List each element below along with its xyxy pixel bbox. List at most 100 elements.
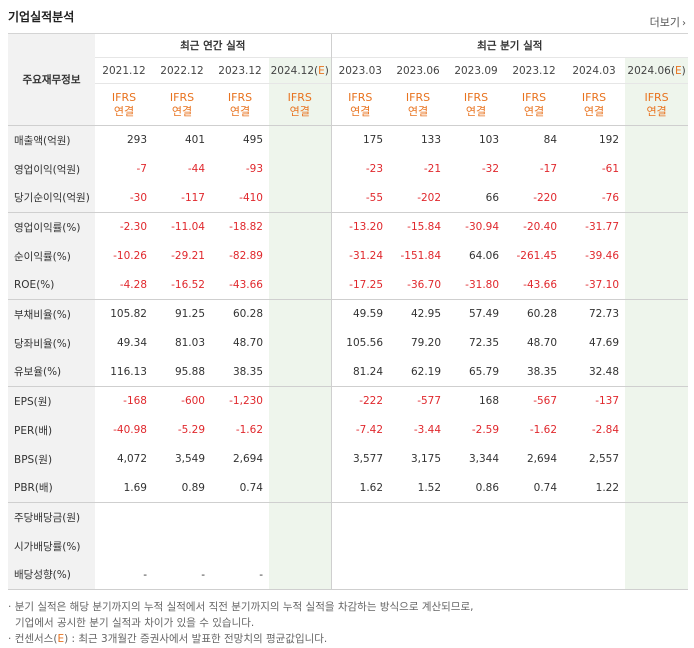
value-cell: 0.74 bbox=[239, 481, 263, 494]
row-label: 부채비율(%) bbox=[8, 299, 95, 329]
section-title: 기업실적분석 bbox=[8, 10, 75, 24]
value-cell bbox=[505, 560, 564, 590]
ifrs-header: IFRS 연결 bbox=[505, 83, 564, 126]
value-cell: -36.70 bbox=[407, 278, 442, 291]
value-cell: -168 bbox=[95, 386, 153, 416]
value-cell: -13.20 bbox=[330, 212, 390, 242]
value-cell: -1.62 bbox=[529, 424, 558, 436]
value-cell: -261.45 bbox=[516, 250, 558, 262]
value-cell: 116.13 bbox=[110, 365, 147, 378]
value-cell: 495 bbox=[242, 134, 263, 147]
value-cell bbox=[330, 502, 390, 532]
footnotes: · 분기 실적은 해당 분기까지의 누적 실적에서 직전 분기까지의 누적 실적… bbox=[8, 599, 473, 647]
value-cell bbox=[153, 532, 211, 561]
value-cell bbox=[330, 531, 390, 561]
value-cell: 38.35 bbox=[232, 365, 263, 378]
value-cell: 1.52 bbox=[417, 481, 442, 494]
value-cell bbox=[389, 502, 448, 532]
table-row: 시가배당률(%) bbox=[8, 531, 689, 561]
table-row: 영업이익률(%) -2.30 -11.04 -18.82 -13.20 -15.84 -30… bbox=[8, 212, 689, 242]
value-cell: 42.95 bbox=[389, 299, 448, 329]
value-cell: -7 bbox=[136, 163, 147, 175]
value-cell: 48.70 bbox=[232, 337, 263, 349]
value-cell bbox=[625, 444, 689, 474]
value-cell: 105.56 bbox=[330, 328, 390, 358]
row-label: 배당성향(%) bbox=[8, 560, 95, 590]
row-label: BPS(원) bbox=[8, 444, 95, 474]
value-cell: -600 bbox=[153, 386, 211, 416]
value-cell: -31.24 bbox=[330, 241, 390, 271]
value-cell bbox=[269, 125, 332, 155]
ifrs-header: IFRS 연결 bbox=[211, 83, 269, 126]
value-cell: -1.62 bbox=[235, 424, 263, 436]
value-cell: -7.42 bbox=[330, 415, 390, 445]
value-cell bbox=[269, 299, 332, 329]
value-cell: -17.25 bbox=[330, 270, 390, 300]
value-cell bbox=[625, 212, 689, 242]
period-header: 2021.12 bbox=[95, 57, 153, 84]
value-cell: 72.35 bbox=[468, 337, 500, 349]
value-cell: - bbox=[95, 560, 153, 590]
table-row: 당좌비율(%) 49.34 81.03 48.70 105.56 79.20 72.35 48… bbox=[8, 328, 689, 358]
value-cell: 72.73 bbox=[563, 299, 626, 329]
value-cell bbox=[625, 415, 689, 445]
annual-group-header: 최근 연간 실적 bbox=[95, 33, 332, 58]
more-link[interactable]: 더보기 › bbox=[650, 14, 686, 30]
value-cell: -410 bbox=[239, 191, 263, 204]
footnote-1-cont: 기업에서 공시한 분기 실적과 차이가 있을 수 있습니다. bbox=[15, 617, 255, 629]
value-cell: 66 bbox=[485, 191, 500, 204]
footnote-1: · 분기 실적은 해당 분기까지의 누적 실적에서 직전 분기까지의 누적 실적… bbox=[8, 601, 474, 613]
value-cell bbox=[447, 532, 505, 561]
value-cell bbox=[625, 328, 689, 358]
period-header: 2024.06(E) bbox=[625, 57, 689, 84]
value-cell bbox=[269, 183, 332, 213]
value-cell: -21 bbox=[423, 163, 442, 175]
table-row: ROE(%) -4.28 -16.52 -43.66 -17.25 -36.70 -31.8… bbox=[8, 270, 689, 300]
value-cell: 64.06 bbox=[468, 250, 500, 262]
value-cell: -39.46 bbox=[585, 250, 620, 262]
value-cell bbox=[563, 532, 625, 561]
value-cell: 175 bbox=[330, 125, 390, 155]
value-cell bbox=[563, 502, 626, 532]
value-cell: -93 bbox=[245, 163, 263, 175]
row-label: EPS(원) bbox=[8, 386, 95, 416]
value-cell: 48.70 bbox=[526, 337, 558, 349]
value-cell: -3.44 bbox=[413, 424, 442, 436]
footnote-2: · 컨센서스(E) : 최근 3개월간 증권사에서 발표한 전망치의 평균값입니… bbox=[8, 633, 328, 645]
value-cell bbox=[95, 532, 153, 561]
period-header: 2023.12 bbox=[505, 57, 564, 84]
period-header: 2023.06 bbox=[389, 57, 448, 84]
table-row: 배당성향(%) - - - bbox=[8, 560, 689, 590]
table-row: 주당배당금(원) bbox=[8, 502, 689, 532]
value-cell: 0.74 bbox=[533, 481, 558, 494]
value-cell bbox=[153, 502, 211, 532]
table-row: PER(배) -40.98 -5.29 -1.62 -7.42 -3.44 -2.59 -1.… bbox=[8, 415, 689, 445]
value-cell bbox=[447, 560, 506, 590]
value-cell: 60.28 bbox=[211, 299, 269, 329]
value-cell: -31.80 bbox=[465, 278, 500, 291]
value-cell: 0.89 bbox=[181, 481, 205, 494]
value-cell: -4.28 bbox=[119, 278, 147, 291]
value-cell: -220 bbox=[533, 191, 558, 204]
value-cell bbox=[95, 502, 153, 532]
value-cell: - bbox=[153, 560, 211, 590]
value-cell: 168 bbox=[447, 386, 506, 416]
value-cell: 65.79 bbox=[468, 365, 500, 378]
row-label: 주당배당금(원) bbox=[8, 502, 95, 532]
value-cell bbox=[625, 154, 689, 184]
period-header: 2023.12 bbox=[211, 57, 269, 84]
value-cell bbox=[625, 531, 689, 561]
label-column-header: 주요재무정보 bbox=[8, 33, 95, 126]
period-header: 2023.03 bbox=[330, 57, 390, 84]
value-cell: -44 bbox=[187, 163, 205, 175]
row-label: ROE(%) bbox=[8, 270, 95, 300]
ifrs-header: IFRS 연결 bbox=[95, 83, 153, 126]
value-cell bbox=[625, 560, 689, 590]
period-header: 2024.03 bbox=[563, 57, 626, 84]
value-cell: 3,175 bbox=[410, 453, 442, 465]
period-header: 2022.12 bbox=[153, 57, 211, 84]
value-cell: -2.84 bbox=[591, 424, 620, 436]
value-cell: 81.24 bbox=[330, 357, 390, 387]
value-cell: 57.49 bbox=[447, 299, 506, 329]
value-cell: 32.48 bbox=[588, 365, 620, 378]
